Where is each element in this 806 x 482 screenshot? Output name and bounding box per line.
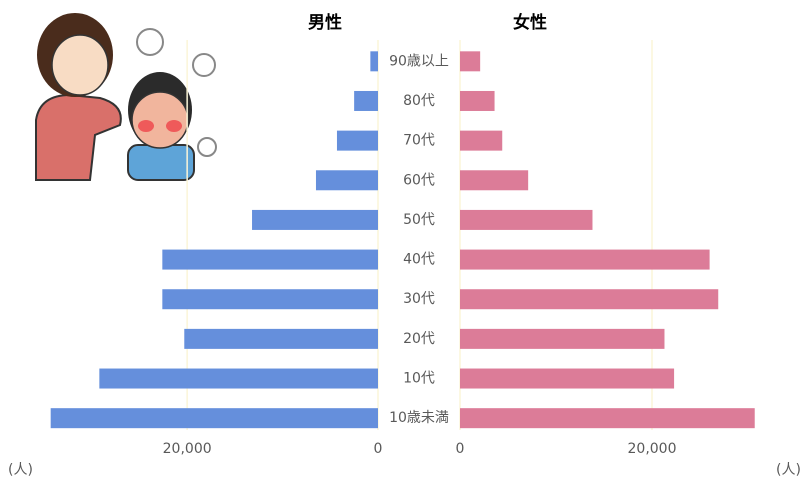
series-title: 男性 — [308, 12, 342, 33]
bar — [51, 408, 378, 428]
category-label: 20代 — [403, 331, 435, 347]
bar — [162, 250, 378, 270]
bar — [337, 131, 378, 151]
category-label: 90歳以上 — [389, 53, 449, 69]
bar — [460, 408, 755, 428]
bar — [460, 91, 495, 111]
bar — [460, 131, 502, 151]
chart: 0 0 20,000 20,000 (人) (人) 男性 女性 90歳以上 80代 70代 60代 50… — [0, 0, 806, 482]
x-axis-label: (人) — [8, 462, 33, 478]
bar — [460, 51, 480, 71]
bar — [162, 289, 378, 309]
category-label: 50代 — [403, 212, 435, 228]
category-label: 10代 — [403, 371, 435, 387]
bar — [354, 91, 378, 111]
category-label: 40代 — [403, 252, 435, 268]
x-tick-label: 0 — [456, 441, 465, 457]
illustration — [36, 13, 216, 180]
bar — [252, 210, 378, 230]
category-label: 60代 — [403, 172, 435, 188]
bar — [460, 210, 592, 230]
category-label: 80代 — [403, 93, 435, 109]
x-axis-label: (人) — [776, 462, 801, 478]
x-tick-label: 20,000 — [163, 441, 212, 457]
x-tick-label: 0 — [374, 441, 383, 457]
category-label: 30代 — [403, 291, 435, 307]
bar — [460, 289, 718, 309]
bar — [460, 369, 674, 389]
bar — [370, 51, 378, 71]
bar — [460, 170, 528, 190]
category-label: 10歳未満 — [389, 410, 449, 426]
bar — [316, 170, 378, 190]
series-title: 女性 — [513, 12, 547, 33]
category-label: 70代 — [403, 133, 435, 149]
x-tick-label: 20,000 — [628, 441, 677, 457]
bar — [99, 369, 378, 389]
bar — [460, 329, 664, 349]
bar — [460, 250, 710, 270]
bar — [184, 329, 378, 349]
